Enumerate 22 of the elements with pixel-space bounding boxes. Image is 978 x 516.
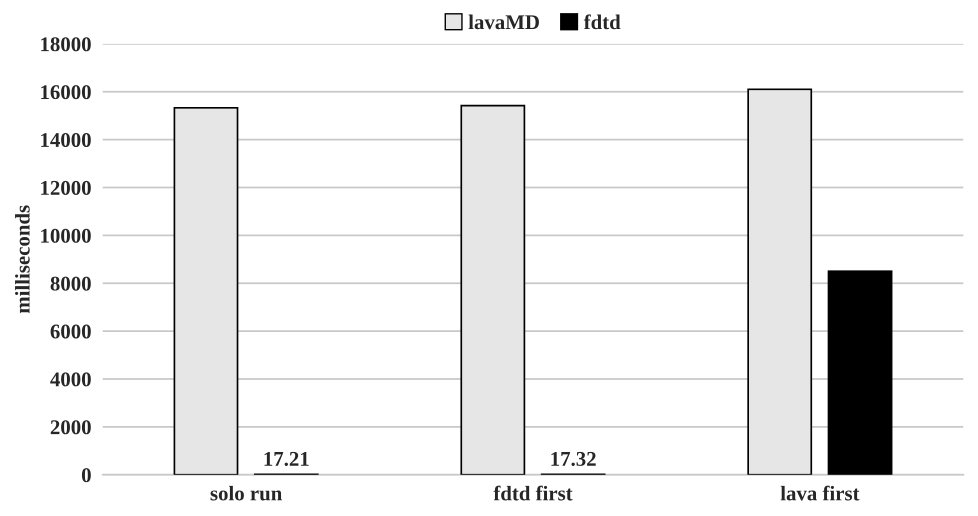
y-tick-label: 12000 [41, 180, 91, 195]
data-label: 17.21 [264, 452, 309, 466]
bar [747, 88, 812, 475]
legend-label: lavaMD [468, 14, 539, 30]
y-tick-label: 14000 [41, 132, 91, 148]
y-tick-label: 10000 [41, 228, 91, 243]
bar [828, 270, 892, 475]
bar [460, 104, 526, 475]
y-tick-label: 2000 [50, 420, 91, 434]
bar [174, 106, 238, 475]
y-tick-label: 0 [82, 468, 91, 482]
data-label: 17.32 [551, 452, 596, 466]
legend-label: fdtd [584, 14, 621, 30]
x-tick-label: lava first [780, 486, 860, 500]
y-tick-label: 4000 [50, 372, 91, 386]
x-tick-label: fdtd first [494, 486, 573, 500]
y-axis-title: milliseconds [15, 205, 30, 314]
y-tick-label: 6000 [50, 324, 91, 339]
y-tick-label: 8000 [50, 276, 91, 291]
y-tick-label: 18000 [41, 37, 91, 52]
y-tick-label: 16000 [41, 85, 91, 100]
x-tick-label: solo run [210, 486, 282, 501]
